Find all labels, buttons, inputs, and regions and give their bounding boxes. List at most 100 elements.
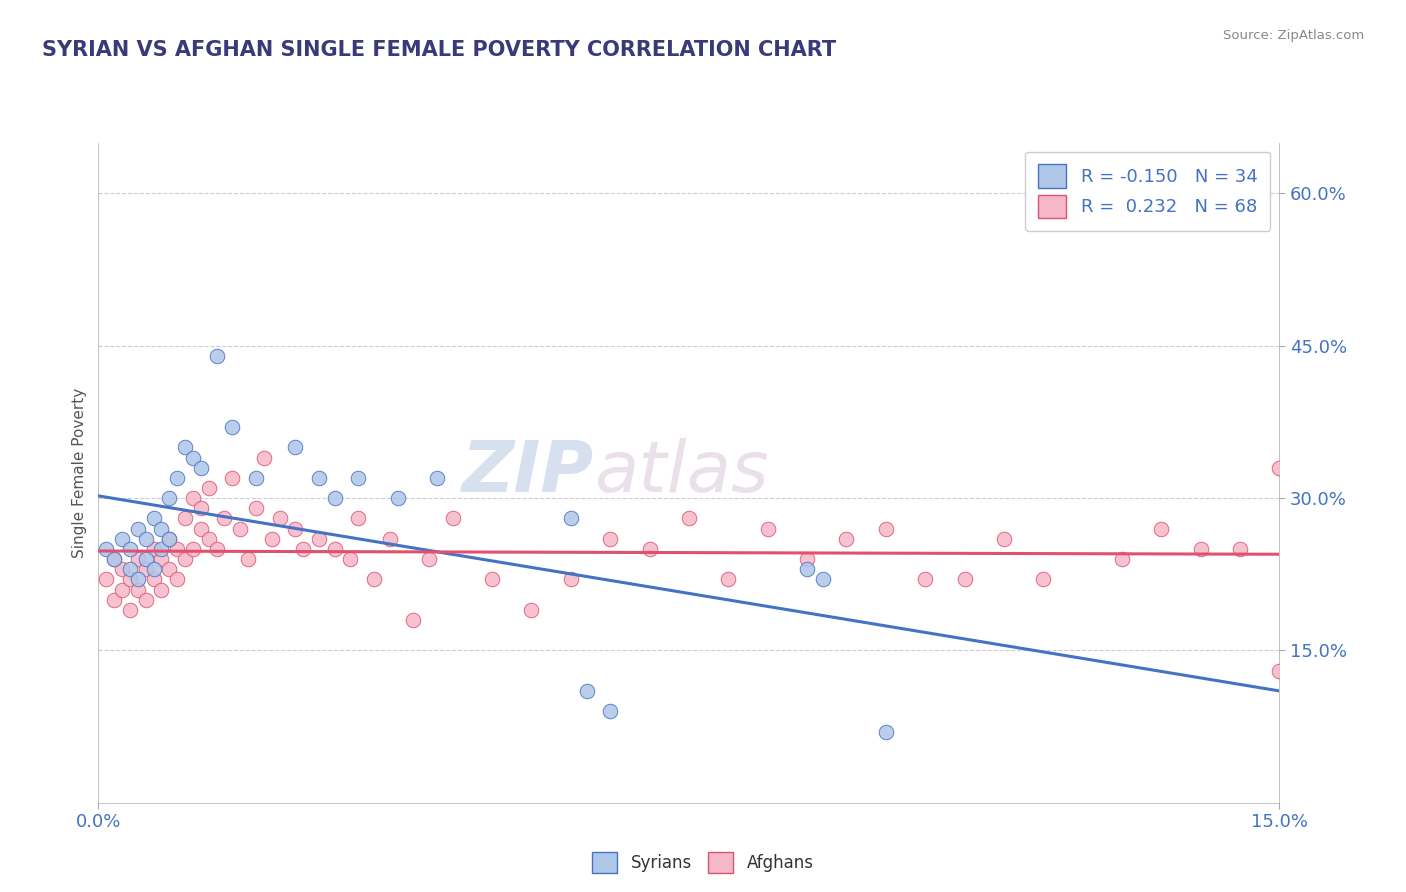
Point [111, 532, 134, 546]
Text: atlas: atlas [595, 438, 769, 508]
Point [166, 541, 188, 556]
Point [135, 532, 157, 546]
Point [308, 532, 330, 546]
Point [253, 450, 276, 465]
Point [127, 522, 149, 536]
Point [118, 603, 141, 617]
Point [142, 573, 165, 587]
Point [1229, 541, 1251, 556]
Point [174, 511, 197, 525]
Point [205, 349, 228, 363]
Point [339, 552, 361, 566]
Point [441, 511, 464, 525]
Legend: Syrians, Afghans: Syrians, Afghans [585, 846, 821, 880]
Point [135, 552, 157, 566]
Point [811, 573, 834, 587]
Point [142, 511, 165, 525]
Point [229, 522, 252, 536]
Point [174, 552, 197, 566]
Point [835, 532, 858, 546]
Point [221, 420, 243, 434]
Point [236, 552, 259, 566]
Point [166, 573, 188, 587]
Point [269, 511, 291, 525]
Point [118, 541, 141, 556]
Point [190, 460, 212, 475]
Y-axis label: Single Female Poverty: Single Female Poverty [72, 388, 87, 558]
Point [96, 573, 118, 587]
Point [103, 552, 125, 566]
Point [197, 481, 219, 495]
Point [717, 573, 740, 587]
Point [157, 562, 180, 576]
Point [308, 471, 330, 485]
Point [323, 541, 346, 556]
Point [914, 573, 936, 587]
Point [127, 573, 149, 587]
Point [292, 541, 315, 556]
Point [993, 532, 1015, 546]
Point [127, 582, 149, 597]
Point [387, 491, 409, 505]
Point [426, 471, 449, 485]
Point [190, 522, 212, 536]
Point [560, 511, 582, 525]
Point [221, 471, 243, 485]
Point [260, 532, 283, 546]
Point [953, 573, 976, 587]
Point [142, 562, 165, 576]
Point [284, 441, 307, 455]
Point [103, 552, 125, 566]
Point [378, 532, 401, 546]
Point [142, 541, 165, 556]
Point [347, 471, 370, 485]
Point [181, 491, 204, 505]
Point [402, 613, 425, 627]
Point [481, 573, 503, 587]
Point [111, 582, 134, 597]
Text: SYRIAN VS AFGHAN SINGLE FEMALE POVERTY CORRELATION CHART: SYRIAN VS AFGHAN SINGLE FEMALE POVERTY C… [42, 40, 837, 60]
Point [520, 603, 543, 617]
Point [1111, 552, 1133, 566]
Point [127, 552, 149, 566]
Point [190, 501, 212, 516]
Point [150, 541, 173, 556]
Point [875, 724, 897, 739]
Point [150, 522, 173, 536]
Point [638, 541, 661, 556]
Point [96, 541, 118, 556]
Point [118, 562, 141, 576]
Point [1268, 664, 1291, 678]
Point [284, 522, 307, 536]
Point [1032, 573, 1054, 587]
Point [245, 501, 267, 516]
Point [166, 471, 188, 485]
Point [756, 522, 779, 536]
Point [135, 562, 157, 576]
Point [157, 532, 180, 546]
Point [678, 511, 700, 525]
Text: ZIP: ZIP [463, 438, 595, 508]
Point [103, 592, 125, 607]
Point [150, 582, 173, 597]
Point [135, 592, 157, 607]
Point [205, 541, 228, 556]
Point [157, 532, 180, 546]
Point [796, 552, 818, 566]
Point [418, 552, 440, 566]
Point [111, 562, 134, 576]
Point [181, 541, 204, 556]
Point [599, 532, 621, 546]
Point [197, 532, 219, 546]
Point [181, 450, 204, 465]
Point [875, 522, 897, 536]
Point [214, 511, 236, 525]
Legend: R = -0.150   N = 34, R =  0.232   N = 68: R = -0.150 N = 34, R = 0.232 N = 68 [1025, 152, 1271, 231]
Point [575, 684, 598, 698]
Point [174, 441, 197, 455]
Point [150, 552, 173, 566]
Point [796, 562, 818, 576]
Point [1189, 541, 1212, 556]
Point [363, 573, 385, 587]
Point [323, 491, 346, 505]
